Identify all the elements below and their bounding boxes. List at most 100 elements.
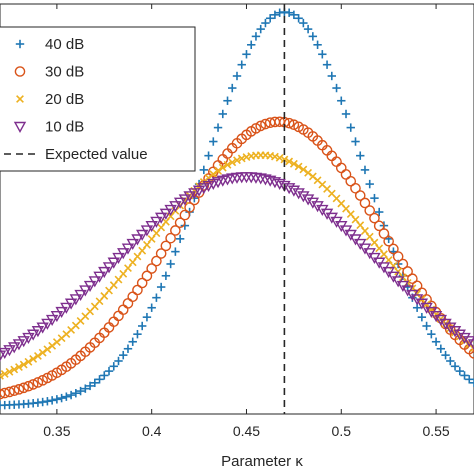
legend-swatch — [15, 39, 25, 49]
legend-item: 40 dB — [15, 36, 84, 53]
data-point — [285, 157, 294, 166]
data-point — [458, 332, 471, 345]
data-point — [214, 166, 222, 175]
data-point — [228, 83, 237, 93]
data-point — [138, 321, 147, 331]
data-point — [152, 293, 161, 302]
data-point — [55, 306, 68, 319]
data-point — [140, 225, 154, 237]
data-point — [284, 8, 294, 17]
data-point — [350, 183, 361, 194]
data-point — [431, 337, 441, 346]
data-point — [29, 355, 38, 363]
plot-area — [0, 3, 474, 415]
data-point — [145, 221, 158, 233]
x-tick-label: 0.4 — [142, 423, 162, 439]
data-point — [311, 201, 324, 213]
data-point — [76, 386, 85, 396]
data-point — [318, 50, 327, 59]
data-point — [175, 234, 185, 244]
data-point — [117, 248, 130, 260]
data-point — [3, 345, 16, 357]
data-point — [26, 329, 40, 341]
x-tick-label: 0.45 — [233, 423, 260, 439]
data-point — [160, 240, 172, 252]
data-point — [131, 234, 144, 246]
data-point — [278, 180, 291, 192]
data-point — [114, 356, 123, 366]
x-tick-label: 0.55 — [422, 423, 449, 439]
data-point — [294, 162, 303, 171]
data-point — [45, 314, 59, 327]
data-point — [392, 251, 404, 262]
data-point — [427, 329, 436, 339]
data-point — [237, 154, 246, 163]
legend: 40 dB 30 dB 20 dB 10 dB Expected value — [0, 26, 196, 172]
data-point — [8, 385, 20, 397]
x-tick-label: 0.35 — [43, 423, 70, 439]
data-point — [282, 183, 296, 195]
data-point — [450, 362, 460, 371]
data-point — [83, 280, 97, 292]
data-point — [18, 382, 30, 394]
data-point — [74, 289, 87, 301]
data-point — [346, 123, 355, 132]
data-point — [460, 371, 469, 380]
data-point — [161, 271, 171, 280]
data-point — [165, 232, 176, 244]
data-point — [255, 120, 267, 132]
data-point — [79, 285, 92, 297]
data-point — [150, 216, 163, 228]
legend-label: Expected value — [45, 146, 148, 163]
data-point — [209, 137, 218, 146]
legend-label: 20 dB — [45, 91, 84, 108]
data-point — [209, 170, 218, 179]
data-point — [199, 165, 209, 175]
data-point — [273, 178, 286, 190]
data-point — [308, 32, 318, 41]
data-point — [233, 156, 241, 165]
data-point — [41, 318, 54, 330]
data-point — [136, 277, 148, 289]
data-point — [299, 18, 308, 28]
legend-item: 10 dB — [13, 119, 84, 136]
data-point — [223, 160, 232, 169]
data-point — [98, 266, 111, 279]
data-point — [232, 71, 242, 81]
data-point — [354, 190, 366, 201]
data-point — [223, 96, 232, 105]
data-point — [184, 202, 195, 213]
data-point — [10, 365, 19, 374]
data-point — [256, 24, 265, 34]
data-point — [369, 212, 380, 224]
data-point — [228, 158, 237, 167]
data-point — [85, 381, 95, 391]
data-point — [373, 220, 385, 232]
legend-label: 40 dB — [45, 36, 84, 53]
data-point — [64, 298, 78, 310]
data-point — [57, 393, 66, 403]
data-point — [263, 175, 277, 187]
data-point — [297, 191, 310, 203]
data-point — [270, 10, 280, 20]
data-point — [27, 379, 39, 390]
data-point — [332, 83, 341, 93]
data-point — [159, 208, 173, 220]
data-point — [36, 322, 49, 334]
data-point — [192, 185, 206, 197]
data-point — [275, 153, 284, 162]
data-point — [13, 384, 25, 395]
data-point — [402, 266, 413, 277]
data-point — [71, 388, 81, 398]
data-point — [170, 225, 181, 236]
data-point — [218, 109, 227, 119]
data-point — [378, 228, 390, 239]
data-point — [422, 321, 431, 331]
data-point — [383, 235, 394, 247]
data-point — [154, 212, 168, 224]
series-20-db — [0, 151, 474, 380]
data-point — [467, 339, 474, 351]
data-point — [283, 117, 295, 129]
data-point — [142, 312, 152, 322]
